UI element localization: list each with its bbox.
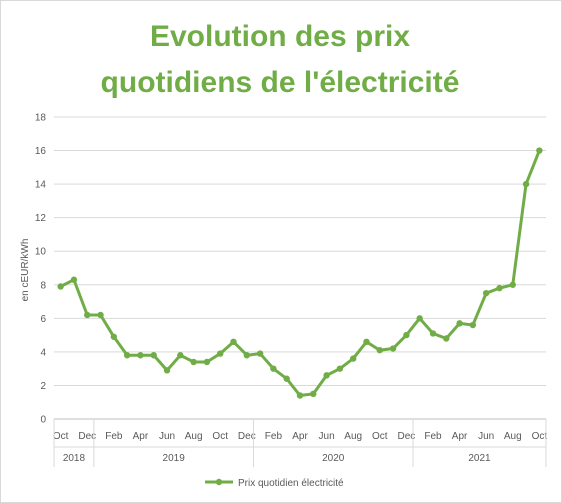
x-tick-label: Oct [372,431,388,442]
data-point [123,352,131,359]
legend-marker-swatch [215,478,223,486]
x-tick-label: Apr [133,431,149,442]
data-point [376,347,383,354]
data-point [416,315,423,322]
data-point [256,350,264,357]
x-tick-label: Oct [212,431,228,442]
x-tick-label: Aug [504,431,522,442]
data-point [110,333,118,340]
data-point [429,330,437,337]
y-tick-label: 14 [35,180,47,191]
data-point [496,284,503,292]
y-tick-label: 4 [40,347,46,358]
data-point [509,281,516,288]
y-tick-label: 12 [35,213,47,224]
y-tick-label: 0 [40,415,46,426]
data-point [456,320,463,327]
data-point [97,311,104,319]
data-point [536,147,543,154]
x-tick-label: Oct [532,431,548,442]
chart-title-line2: quotidiens de l'électricité [100,66,460,99]
y-tick-label: 10 [35,247,47,258]
x-tick-label: Feb [105,431,123,442]
chart-title-line1: Evolution des prix [149,20,411,53]
y-tick-label: 6 [40,314,46,325]
x-tick-label: Apr [452,431,468,442]
data-point [283,375,290,382]
y-tick-label: 16 [35,146,47,157]
year-label: 2021 [468,453,491,464]
data-point [150,352,157,359]
y-tick-label: 8 [40,280,46,291]
y-axis-label: en cEUR/kWh [20,239,31,302]
data-point [310,390,317,398]
data-point [443,335,450,342]
data-point [177,352,184,359]
legend: Prix quotidien électricité [205,478,344,489]
data-point [336,365,344,372]
x-tick-label: Jun [159,431,175,442]
year-label: 2020 [322,453,345,464]
x-tick-label: Feb [424,431,442,442]
x-tick-label: Jun [478,431,494,442]
data-point [403,331,410,339]
data-point [137,352,144,359]
y-axis-ticks: 0 2 4 6 8 10 12 14 16 18 [35,113,47,426]
data-point [482,289,490,297]
x-axis: Oct Dec Feb Apr Jun Aug Oct Dec Feb Apr Jun Aug Oct D… [53,419,547,467]
year-label: 2019 [163,453,186,464]
gridlines [54,116,546,420]
data-point [296,392,304,399]
data-point [163,367,171,374]
year-label: 2018 [63,453,86,464]
x-tick-label: Aug [185,431,203,442]
series-line [59,149,541,398]
data-point [203,358,211,366]
data-point [190,358,197,366]
data-point [270,365,277,372]
data-point [243,352,251,359]
y-tick-label: 2 [40,381,46,392]
x-tick-label: Apr [292,431,308,442]
x-tick-label: Dec [78,431,96,442]
series-line-layer [59,149,541,398]
data-point [363,338,370,346]
x-tick-label: Oct [53,431,69,442]
legend-label: Prix quotidien électricité [238,478,344,489]
data-point [349,355,357,362]
data-point [522,180,530,188]
data-point [469,321,477,329]
y-tick-label: 18 [35,113,47,124]
data-point [57,283,64,290]
data-point [217,350,224,357]
data-point [70,276,78,283]
x-tick-label: Dec [397,431,415,442]
chart-title: Evolution des prix quotidiens de l'élect… [0,14,560,106]
x-tick-label: Jun [319,431,335,442]
data-point [230,338,237,346]
x-tick-label: Dec [238,431,256,442]
x-tick-label: Feb [265,431,283,442]
data-point [84,311,91,319]
x-tick-label: Aug [344,431,362,442]
data-point [323,372,330,379]
series-points [57,147,543,399]
data-point [389,345,397,352]
